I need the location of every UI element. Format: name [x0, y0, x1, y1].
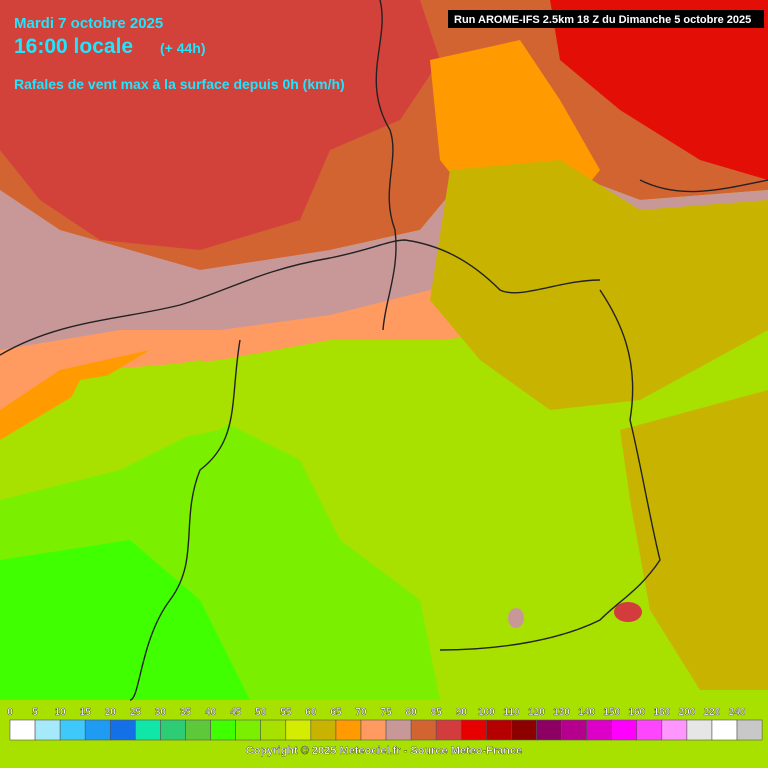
run-box: [448, 10, 764, 28]
legend-swatch: [235, 719, 262, 741]
legend-swatch: [34, 719, 61, 741]
field-region: [0, 0, 440, 250]
legend: 0 5 10 15 20 25 30 35 40 45 50 55 60 65 70 75 80 85 90 100 1…: [7, 707, 763, 741]
legend-label: 15: [80, 707, 92, 718]
legend-swatch: [460, 719, 487, 741]
legend-label: 50: [255, 707, 267, 718]
legend-label: 200: [679, 707, 696, 718]
field-region: [430, 160, 768, 410]
border: [639, 179, 768, 193]
field-spot: [614, 602, 642, 622]
legend-label: 110: [503, 707, 520, 718]
legend-swatch: [511, 719, 537, 741]
legend-swatch: [661, 719, 688, 741]
legend-swatch: [611, 719, 638, 741]
legend-label: 120: [528, 707, 545, 718]
border: [439, 289, 661, 651]
field-region: [0, 540, 250, 700]
legend-label: 0: [7, 707, 13, 718]
legend-swatch: [561, 719, 587, 741]
legend-label: 240: [729, 707, 746, 718]
date: Mardi 7 octobre 2025: [14, 15, 163, 32]
legend-label: 140: [578, 707, 595, 718]
legend-swatch: [636, 719, 663, 741]
legend-label: 220: [704, 707, 721, 718]
legend-label: 70: [355, 707, 367, 718]
legend-swatch: [260, 719, 287, 741]
legend-swatch: [711, 719, 738, 741]
coastline: [375, 0, 397, 331]
legend-label: 130: [553, 707, 570, 718]
legend-label: 65: [330, 707, 342, 718]
legend-label: 180: [653, 707, 670, 718]
legend-label: 100: [478, 707, 495, 718]
legend-label: 40: [205, 707, 217, 718]
legend-label: 45: [230, 707, 242, 718]
field-spot: [508, 608, 524, 628]
legend-swatch: [285, 719, 312, 741]
time: 16:00 locale: [14, 35, 133, 58]
legend-swatch: [335, 719, 362, 741]
legend-label: 60: [305, 707, 317, 718]
legend-label: 80: [406, 707, 418, 718]
legend-swatch: [686, 719, 713, 741]
legend-swatch: [360, 719, 387, 741]
legend-swatch: [310, 719, 337, 741]
borders: [0, 0, 768, 701]
legend-swatch: [435, 719, 462, 741]
lead-time: (+ 44h): [160, 40, 206, 56]
legend-swatch: [59, 719, 86, 741]
border: [129, 339, 241, 701]
legend-swatch: [84, 719, 111, 741]
legend-swatch: [586, 719, 612, 741]
field-region: [60, 360, 260, 450]
legend-label: 55: [280, 707, 292, 718]
parameter: Rafales de vent max à la surface depuis …: [14, 76, 345, 92]
legend-label: 10: [55, 707, 67, 718]
legend-label: 160: [628, 707, 645, 718]
run-info: Run AROME-IFS 2.5km 18 Z du Dimanche 5 o…: [454, 14, 751, 26]
legend-swatch: [210, 719, 236, 741]
legend-swatch: [385, 719, 412, 741]
legend-swatch: [410, 719, 437, 741]
legend-label: 35: [180, 707, 192, 718]
legend-swatch: [109, 719, 136, 741]
legend-swatch: [185, 719, 211, 741]
legend-label: 75: [380, 707, 392, 718]
legend-swatch: [160, 719, 186, 741]
copyright: Copyright © 2025 Meteociel.fr - Source M…: [246, 745, 522, 757]
legend-label: 150: [603, 707, 620, 718]
legend-label: 25: [130, 707, 142, 718]
legend-swatch: [486, 719, 512, 741]
legend-label: 5: [32, 707, 38, 718]
legend-label: 30: [155, 707, 167, 718]
legend-label: 85: [431, 707, 443, 718]
legend-swatch: [9, 719, 36, 741]
legend-swatch: [536, 719, 562, 741]
legend-label: 20: [105, 707, 117, 718]
coastline: [0, 239, 601, 356]
field-region: [620, 390, 768, 690]
legend-swatch: [736, 719, 763, 741]
field-region: [550, 0, 768, 180]
legend-swatch: [135, 719, 161, 741]
legend-label: 90: [456, 707, 468, 718]
